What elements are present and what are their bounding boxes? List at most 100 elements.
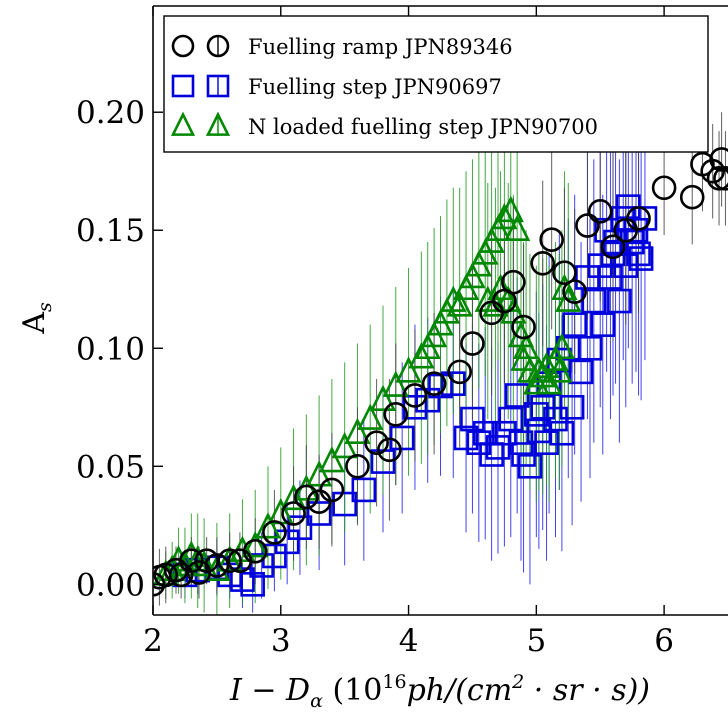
x-axis-label-units-mid: ph/(cm bbox=[407, 673, 513, 708]
square-point bbox=[517, 453, 543, 479]
circle-point bbox=[626, 206, 651, 231]
square-point bbox=[274, 529, 300, 555]
square-point bbox=[351, 477, 377, 503]
triangle-point bbox=[191, 549, 218, 577]
circle-point bbox=[511, 314, 536, 340]
legend: Fuelling ramp JPN89346 Fuelling step JPN9… bbox=[163, 15, 709, 153]
square-point bbox=[559, 394, 585, 420]
legend-label: N loaded fuelling step JPN90700 bbox=[248, 115, 598, 139]
square-point bbox=[628, 246, 654, 271]
circle-point bbox=[679, 184, 705, 210]
x-tick-label: 4 bbox=[399, 623, 419, 659]
y-tick-label: 0.10 bbox=[76, 331, 145, 367]
legend-label: Fuelling ramp JPN89346 bbox=[248, 35, 513, 59]
square-point bbox=[440, 371, 466, 396]
circle-point bbox=[552, 260, 577, 286]
circle-point bbox=[402, 383, 428, 408]
circle-point bbox=[217, 548, 242, 574]
circle-point bbox=[651, 175, 677, 201]
square-point bbox=[415, 387, 441, 413]
square-point bbox=[287, 515, 313, 540]
y-tick-label: 0.00 bbox=[76, 567, 145, 603]
legend-box bbox=[163, 15, 709, 153]
x-tick-label: 6 bbox=[654, 623, 674, 659]
square-point bbox=[577, 335, 603, 361]
triangle-point bbox=[331, 431, 358, 459]
triangle-point bbox=[395, 356, 422, 383]
triangle-point bbox=[504, 214, 531, 242]
triangle-point bbox=[408, 342, 435, 369]
circle-point bbox=[575, 213, 600, 238]
circle-point bbox=[706, 166, 728, 191]
x-tick-label: 5 bbox=[526, 623, 546, 659]
square-point bbox=[626, 241, 651, 267]
triangle-point bbox=[548, 332, 575, 360]
circle-point bbox=[294, 484, 319, 510]
triangle-point bbox=[487, 273, 514, 301]
x-axis-label-exp: 16 bbox=[382, 671, 406, 693]
circle-point bbox=[539, 227, 564, 252]
legend-circle-marker bbox=[171, 34, 195, 58]
circle-point bbox=[709, 147, 728, 172]
square-point bbox=[562, 312, 587, 337]
square-point bbox=[534, 430, 559, 455]
square-point bbox=[632, 206, 658, 231]
x-axis-label-main: I − D bbox=[229, 673, 310, 708]
circle-point bbox=[364, 430, 389, 455]
x-tick-label: 3 bbox=[271, 623, 291, 659]
circle-point bbox=[530, 250, 556, 276]
triangle-point bbox=[513, 332, 540, 360]
y-tick-label: 0.05 bbox=[76, 449, 145, 485]
square-point bbox=[607, 288, 632, 314]
square-point bbox=[590, 312, 616, 337]
circle-point bbox=[377, 437, 402, 463]
square-point bbox=[504, 383, 530, 408]
triangle-point bbox=[369, 384, 397, 411]
triangle-point bbox=[254, 512, 282, 539]
circle-point bbox=[345, 453, 370, 479]
square-point bbox=[479, 442, 504, 467]
circle-point bbox=[242, 538, 268, 564]
square-point bbox=[460, 406, 485, 432]
circle-point bbox=[501, 269, 526, 295]
triangle-point bbox=[555, 285, 582, 312]
y-axis-label-main: A bbox=[17, 312, 52, 335]
triangle-point bbox=[357, 403, 384, 430]
square-point bbox=[240, 572, 265, 597]
triangle-point bbox=[546, 356, 573, 383]
x-axis-label-exp2: 2 bbox=[511, 671, 524, 693]
y-axis-label: As bbox=[17, 302, 56, 335]
circle-point bbox=[421, 371, 447, 396]
x-axis-label: I − Dα (1016ph/(cm2 · sr · s)) bbox=[229, 671, 650, 712]
square-point bbox=[568, 359, 594, 385]
circle-point bbox=[587, 199, 613, 224]
triangle-point bbox=[344, 417, 371, 445]
x-axis-label-sub: α bbox=[310, 690, 323, 712]
square-point bbox=[549, 420, 575, 446]
square-point bbox=[306, 501, 332, 526]
legend-square-marker bbox=[171, 74, 195, 98]
y-axis-label-sub: s bbox=[34, 302, 56, 312]
circle-point bbox=[153, 572, 166, 597]
circle-point bbox=[460, 331, 485, 356]
square-point bbox=[581, 288, 607, 314]
square-point bbox=[453, 425, 479, 451]
triangle-point bbox=[280, 483, 307, 511]
x-axis-label-units-post: · sr · s)) bbox=[524, 673, 650, 708]
triangle-point bbox=[497, 195, 524, 223]
square-point bbox=[332, 491, 357, 517]
y-tick-label: 0.20 bbox=[76, 95, 145, 131]
legend-triangle-marker bbox=[170, 111, 196, 136]
circle-point bbox=[281, 501, 306, 526]
triangle-point bbox=[306, 460, 333, 487]
triangle-point bbox=[446, 290, 473, 317]
circle-point bbox=[319, 477, 345, 503]
triangle-point bbox=[491, 202, 518, 230]
axes-layer: 2 3 4 5 6 0.00 0.05 0.10 0.15 0.20 bbox=[76, 5, 728, 659]
x-axis-label-units-pre: (10 bbox=[323, 673, 382, 708]
circle-point bbox=[204, 553, 230, 578]
circle-point bbox=[262, 520, 287, 545]
marker-layer bbox=[153, 147, 728, 597]
circle-point bbox=[562, 279, 587, 304]
